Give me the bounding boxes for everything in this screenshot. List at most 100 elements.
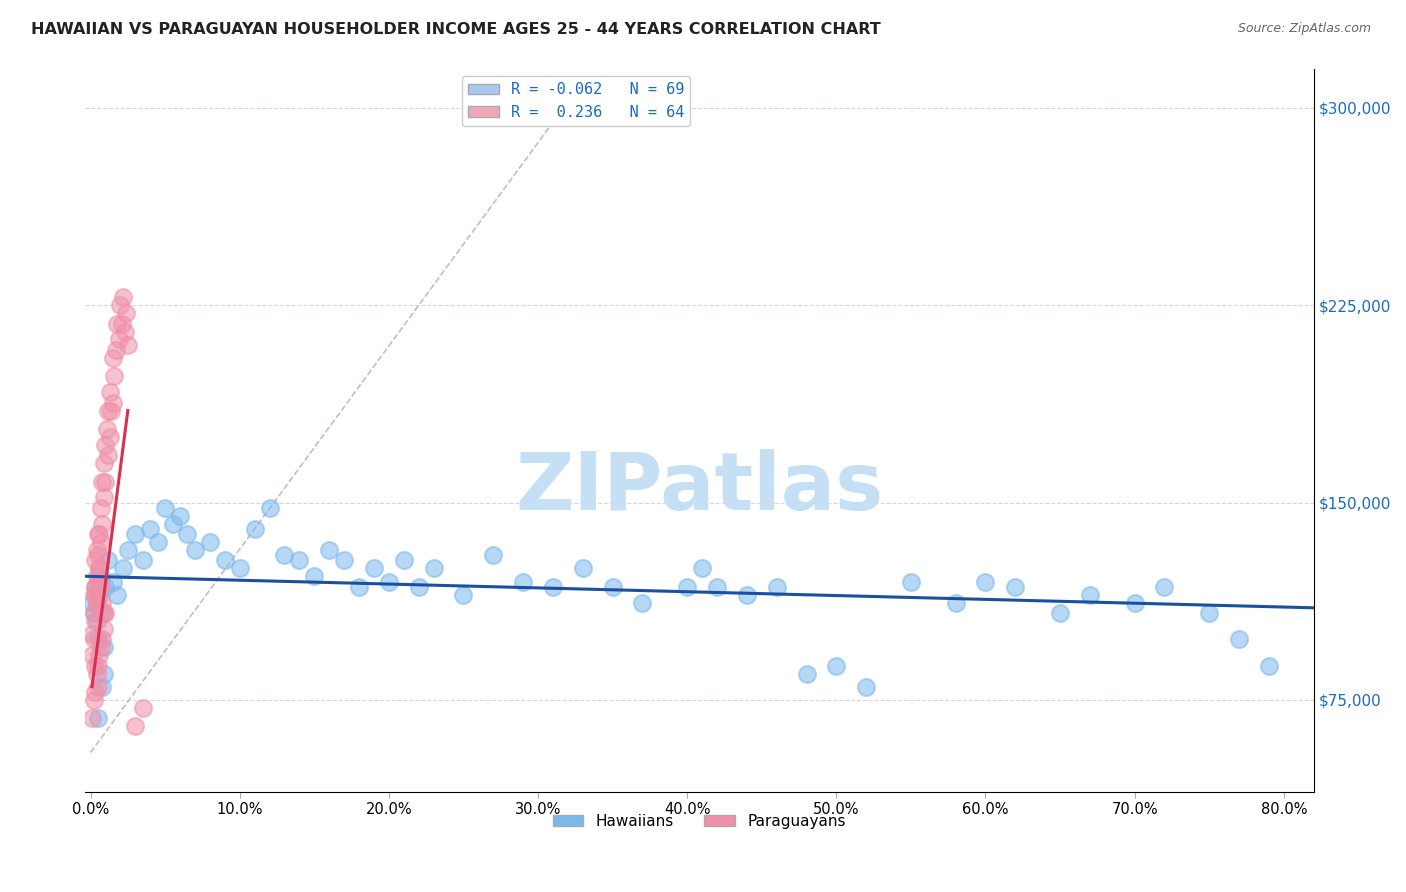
Point [90,500,112,515]
Point [93,456,115,470]
Point [115,306,138,320]
Point [124,527,146,541]
Point [90,535,112,549]
Point [512,574,534,589]
Point [83,588,105,602]
Point [333,553,356,567]
Point [100,403,122,417]
Point [110,298,132,312]
Text: HAWAIIAN VS PARAGUAYAN HOUSEHOLDER INCOME AGES 25 - 44 YEARS CORRELATION CHART: HAWAIIAN VS PARAGUAYAN HOUSEHOLDER INCOM… [31,22,880,37]
Point [90,580,112,594]
Point [602,580,624,594]
Point [94,606,117,620]
Point [93,666,115,681]
Point [1198,606,1220,620]
Point [117,543,139,558]
Point [900,574,922,589]
Point [89,569,111,583]
Point [98,430,121,444]
Point [103,369,125,384]
Point [80,596,103,610]
Point [162,516,184,531]
Point [105,317,128,331]
Point [1227,632,1250,647]
Point [945,596,967,610]
Point [1257,658,1279,673]
Text: ZIPatlas: ZIPatlas [515,449,883,527]
Point [84,685,107,699]
Point [1078,588,1101,602]
Point [80,711,103,725]
Point [114,325,136,339]
Point [104,343,127,357]
Point [378,574,401,589]
Point [571,561,593,575]
Point [259,500,281,515]
Point [855,680,877,694]
Point [117,337,139,351]
Point [1123,596,1146,610]
Point [98,385,121,400]
Point [453,588,475,602]
Point [84,658,107,673]
Point [169,508,191,523]
Point [228,561,250,575]
Point [132,700,155,714]
Point [974,574,997,589]
Point [1004,580,1026,594]
Point [84,614,107,628]
Point [83,693,105,707]
Point [87,574,110,589]
Point [97,403,120,417]
Point [87,658,110,673]
Point [825,658,848,673]
Point [735,588,758,602]
Point [108,333,131,347]
Point [91,475,114,489]
Point [132,553,155,567]
Point [89,588,111,602]
Point [86,666,108,681]
Point [84,580,107,594]
Point [93,622,115,636]
Point [83,606,105,620]
Point [146,535,169,549]
Point [347,580,370,594]
Point [86,614,108,628]
Point [101,574,124,589]
Point [91,606,114,620]
Point [676,580,699,594]
Point [84,553,107,567]
Point [94,438,117,452]
Point [87,580,110,594]
Point [83,606,105,620]
Point [89,527,111,541]
Point [80,648,103,662]
Point [363,561,385,575]
Point [94,580,117,594]
Point [124,719,146,733]
Point [93,491,115,505]
Point [273,548,295,562]
Point [176,527,198,541]
Point [631,596,654,610]
Point [318,543,340,558]
Point [86,596,108,610]
Point [93,640,115,655]
Point [86,543,108,558]
Point [111,317,134,331]
Point [89,561,111,575]
Point [541,580,564,594]
Point [105,588,128,602]
Point [392,553,415,567]
Point [87,680,110,694]
Point [91,596,114,610]
Point [1049,606,1071,620]
Point [304,569,326,583]
Point [1153,580,1175,594]
Point [87,711,110,725]
Point [94,475,117,489]
Point [101,351,124,365]
Point [214,553,236,567]
Point [112,290,135,304]
